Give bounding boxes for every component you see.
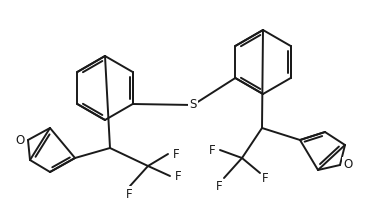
Text: O: O	[15, 134, 25, 147]
Text: F: F	[173, 147, 179, 161]
Text: F: F	[216, 180, 222, 192]
Text: F: F	[175, 169, 181, 182]
Text: F: F	[126, 188, 132, 200]
Text: F: F	[262, 173, 268, 186]
Text: O: O	[344, 159, 353, 171]
Text: F: F	[209, 143, 215, 157]
Text: S: S	[189, 99, 197, 112]
